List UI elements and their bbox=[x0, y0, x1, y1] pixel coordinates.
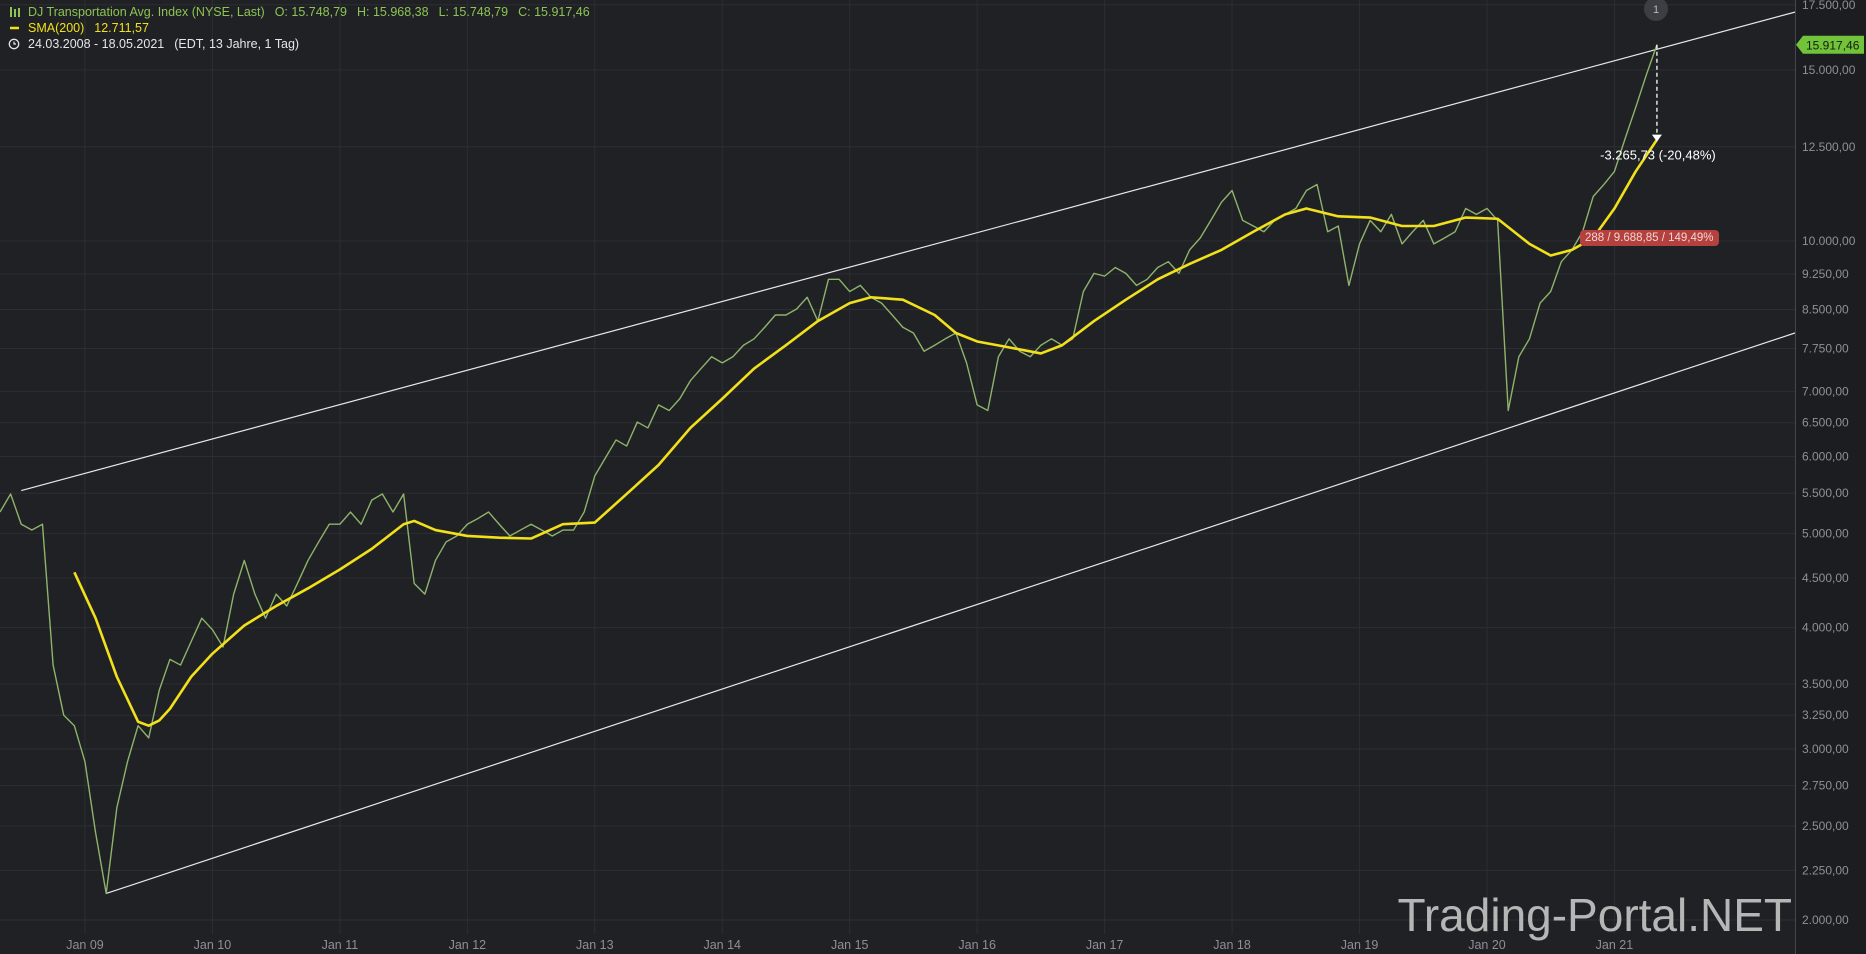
y-tick-label: 15.000,00 bbox=[1802, 63, 1856, 77]
x-tick-label: Jan 17 bbox=[1086, 938, 1124, 952]
x-tick-label: Jan 11 bbox=[322, 938, 359, 952]
y-tick-label: 3.500,00 bbox=[1802, 677, 1849, 691]
watermark: Trading-Portal.NET bbox=[1397, 889, 1792, 941]
y-tick-label: 10.000,00 bbox=[1802, 234, 1856, 248]
x-tick-label: Jan 13 bbox=[576, 938, 614, 952]
legend-price: DJ Transportation Avg. Index (NYSE, Last… bbox=[8, 5, 590, 19]
y-tick-label: 5.000,00 bbox=[1802, 526, 1849, 540]
x-tick-label: Jan 09 bbox=[66, 938, 104, 952]
y-tick-label: 17.500,00 bbox=[1802, 0, 1856, 12]
marker-label: 1 bbox=[1653, 4, 1659, 16]
x-tick-label: Jan 18 bbox=[1213, 938, 1251, 952]
x-tick-label: Jan 14 bbox=[703, 938, 741, 952]
series-name: DJ Transportation Avg. Index (NYSE, Last… bbox=[28, 5, 265, 19]
candle-icon bbox=[10, 7, 20, 17]
plot-area bbox=[0, 11, 1795, 895]
range-note: (EDT, 13 Jahre, 1 Tag) bbox=[174, 37, 300, 51]
y-tick-label: 12.500,00 bbox=[1802, 140, 1856, 154]
clock-icon bbox=[8, 38, 20, 50]
y-tick-label: 4.500,00 bbox=[1802, 571, 1849, 585]
x-tick-label: Jan 15 bbox=[831, 938, 869, 952]
y-tick-label: 8.500,00 bbox=[1802, 303, 1849, 317]
x-tick-label: Jan 21 bbox=[1596, 938, 1634, 952]
x-tick-label: Jan 16 bbox=[958, 938, 996, 952]
y-tick-label: 5.500,00 bbox=[1802, 486, 1849, 500]
measure-arrow bbox=[1651, 134, 1662, 142]
y-tick-label: 4.000,00 bbox=[1802, 621, 1849, 635]
range-label[interactable]: 288 / 9.688,85 / 149,49% bbox=[1580, 230, 1719, 246]
measure-label: -3.265,73 (-20,48%) bbox=[1600, 148, 1716, 163]
sma-line bbox=[73, 138, 1659, 728]
price-line bbox=[0, 44, 1658, 895]
open: O: 15.748,79 bbox=[274, 5, 347, 19]
x-tick-label: Jan 12 bbox=[449, 938, 487, 952]
y-tick-label: 7.750,00 bbox=[1802, 341, 1849, 355]
axes: 2.000,00 2.250,00 2.500,00 2.750,00 3.000,00… bbox=[66, 0, 1856, 952]
y-tick-label: 6.500,00 bbox=[1802, 416, 1849, 430]
sma-icon bbox=[10, 26, 19, 30]
close: C: 15.917,46 bbox=[518, 5, 590, 19]
x-tick-label: Jan 20 bbox=[1468, 938, 1506, 952]
y-tick-label: 9.250,00 bbox=[1802, 267, 1849, 281]
trend-line bbox=[106, 332, 1795, 895]
y-tick-label: 6.000,00 bbox=[1802, 449, 1849, 463]
price-tag bbox=[1796, 35, 1864, 54]
x-tick-label: Jan 10 bbox=[194, 938, 232, 952]
y-tick-label: 3.250,00 bbox=[1802, 708, 1849, 722]
y-tick-label: 2.500,00 bbox=[1802, 819, 1849, 833]
legend-sma: SMA(200) 12.711,57 bbox=[8, 21, 149, 35]
y-tick-label: 3.000,00 bbox=[1802, 742, 1849, 756]
y-tick-label: 2.250,00 bbox=[1802, 863, 1849, 877]
x-tick-label: Jan 19 bbox=[1341, 938, 1379, 952]
axis-background bbox=[1795, 0, 1866, 954]
grid bbox=[0, 0, 1795, 934]
plot-background bbox=[0, 0, 1795, 954]
marker-badge[interactable] bbox=[1644, 0, 1668, 21]
date-range: 24.03.2008 - 18.05.2021 bbox=[28, 37, 165, 51]
y-tick-label: 2.750,00 bbox=[1802, 779, 1849, 793]
price-tag-label: 15.917,46 bbox=[1806, 38, 1860, 52]
trend-line bbox=[21, 11, 1795, 492]
legend-range: 24.03.2008 - 18.05.2021 (EDT, 13 Jahre, … bbox=[8, 37, 299, 51]
y-tick-label: 2.000,00 bbox=[1802, 913, 1849, 927]
y-tick-label: 7.000,00 bbox=[1802, 384, 1849, 398]
low: L: 15.748,79 bbox=[438, 5, 509, 19]
indicator-value: 12.711,57 bbox=[94, 21, 149, 35]
high: H: 15.968,38 bbox=[356, 5, 429, 19]
series-name: SMA(200) bbox=[28, 21, 85, 35]
